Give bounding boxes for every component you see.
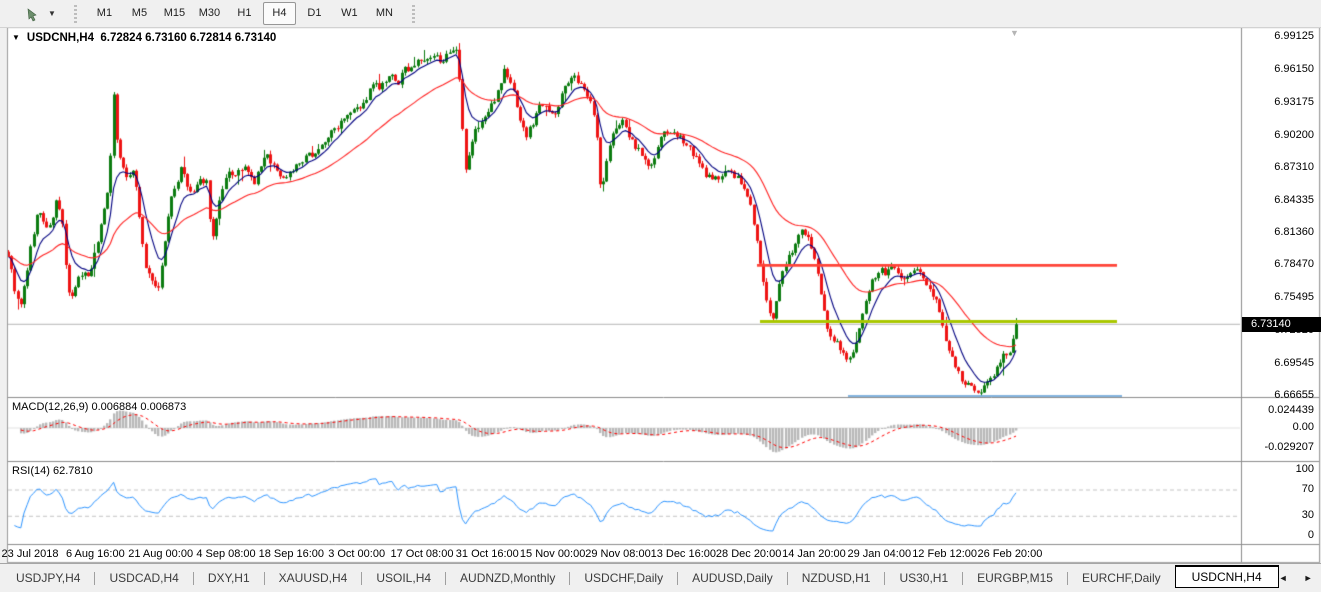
chart-shift-marker-icon[interactable]: ▼	[1010, 28, 1019, 38]
tab-nzdusd-h1[interactable]: NZDUSD,H1	[801, 571, 871, 585]
timeframe-button-mn[interactable]: MN	[375, 7, 393, 19]
price-axis-label: 6.78470	[1274, 258, 1314, 271]
chart-tool-icon[interactable]	[26, 6, 42, 22]
timeframe-button-h1[interactable]: H1	[237, 7, 252, 19]
chart-symbol-period: USDCNH,H4	[26, 32, 95, 44]
timeframe-button-w1[interactable]: W1	[341, 7, 358, 19]
tab-usdcnh-h4[interactable]: USDCNH,H4	[1174, 565, 1279, 588]
indicator-dropdown-icon[interactable]: ▼	[12, 33, 20, 42]
time-axis-label: 6 Aug 16:00	[65, 548, 125, 560]
time-axis-label: 29 Jan 04:00	[847, 548, 912, 560]
time-axis-label: 15 Nov 00:00	[519, 548, 586, 560]
tab-eurgbp-m15[interactable]: EURGBP,M15	[977, 571, 1053, 585]
timeframe-button-h4[interactable]: H4	[262, 2, 296, 25]
rsi-scale-label: 30	[1301, 509, 1314, 522]
timeframe-button-m5[interactable]: M5	[131, 7, 148, 19]
price-axis-label: 6.84335	[1274, 193, 1314, 206]
tab-separator	[263, 571, 265, 585]
tab-separator	[94, 571, 96, 585]
price-axis-label: 6.81360	[1274, 226, 1314, 239]
time-axis-label: 29 Nov 08:00	[585, 548, 651, 560]
toolbar-grip[interactable]	[73, 4, 77, 23]
symbol-tab-bar: USDJPY,H4 USDCAD,H4 DXY,H1 XAUUSD,H4 USOIL,H…	[0, 563, 1321, 592]
tab-us30-h1[interactable]: US30,H1	[899, 571, 949, 585]
time-axis-label: 28 Dec 20:00	[715, 548, 782, 560]
tab-dxy-h1[interactable]: DXY,H1	[207, 571, 250, 585]
price-axis-label: 6.99125	[1274, 30, 1314, 42]
price-axis-label: 6.87310	[1274, 160, 1314, 173]
tab-separator	[445, 571, 447, 585]
timeframe-button-m1[interactable]: M1	[96, 7, 113, 19]
time-axis-label: 17 Oct 08:00	[390, 548, 454, 560]
time-axis-label: 18 Sep 16:00	[258, 548, 325, 560]
tab-usdjpy-h4[interactable]: USDJPY,H4	[16, 571, 81, 585]
toolbar-grip-2[interactable]	[411, 4, 415, 23]
rsi-scale-label: 100	[1295, 463, 1314, 476]
time-axis-label: 23 Jul 2018	[1, 548, 59, 560]
time-axis-label: 26 Feb 20:00	[977, 548, 1043, 560]
time-axis-label: 14 Jan 20:00	[782, 548, 846, 560]
symbol-tabs: USDJPY,H4 USDCAD,H4 DXY,H1 XAUUSD,H4 USOIL,H…	[2, 565, 1279, 589]
tab-separator	[1066, 571, 1068, 585]
tab-audnzd-monthly[interactable]: AUDNZD,Monthly	[460, 571, 556, 585]
macd-scale-label: 0.00	[1292, 421, 1314, 433]
tab-separator	[361, 571, 363, 585]
timeframe-buttons: M1 M5 M15 M30 H1 H4 D1 W1 MN	[87, 2, 402, 25]
tab-scroll-arrows: ◄ ►	[1279, 573, 1321, 583]
price-axis-label: 6.75495	[1274, 291, 1314, 304]
macd-indicator-label: MACD(12,26,9) 0.006884 0.006873	[12, 401, 187, 413]
tab-separator	[677, 571, 679, 585]
price-axis-label: 6.66655	[1274, 388, 1314, 401]
tab-separator	[786, 571, 788, 585]
time-axis-label: 12 Feb 12:00	[912, 548, 978, 560]
rsi-scale-label: 0	[1307, 529, 1314, 541]
timeframe-button-m15[interactable]: M15	[163, 7, 186, 19]
time-axis-label: 13 Dec 16:00	[650, 548, 717, 560]
tab-scroll-right-icon[interactable]: ►	[1303, 573, 1313, 583]
chart-title: ▼ USDCNH,H4 6.72824 6.73160 6.72814 6.731…	[12, 32, 276, 44]
time-axis-label: 31 Oct 16:00	[455, 548, 519, 560]
tab-usoil-h4[interactable]: USOIL,H4	[376, 571, 432, 585]
price-axis-label: 6.90200	[1274, 128, 1314, 141]
tab-separator	[569, 571, 571, 585]
time-axis-label: 4 Sep 08:00	[196, 548, 256, 560]
tab-scroll-left-icon[interactable]: ◄	[1278, 573, 1288, 583]
macd-scale-label: 0.024439	[1268, 404, 1314, 417]
chart-ohlc-values: 6.72824 6.73160 6.72814 6.73140	[100, 32, 277, 44]
tab-eurchf-daily[interactable]: EURCHF,Daily	[1081, 571, 1161, 585]
timeframe-button-m30[interactable]: M30	[198, 7, 221, 19]
tab-audusd-daily[interactable]: AUDUSD,Daily	[692, 571, 773, 585]
tab-separator	[884, 571, 886, 585]
price-axis-label: 6.69545	[1274, 357, 1314, 370]
macd-scale-label: -0.029207	[1264, 441, 1314, 454]
price-axis-label: 6.93175	[1274, 95, 1314, 108]
current-price-tag: 6.73140	[1242, 316, 1321, 332]
time-axis-label: 3 Oct 00:00	[328, 548, 386, 560]
tab-usdchf-daily[interactable]: USDCHF,Daily	[584, 571, 664, 585]
rsi-scale-label: 70	[1301, 483, 1314, 495]
timeframe-button-d1[interactable]: D1	[307, 7, 322, 19]
time-axis-label: 21 Aug 00:00	[128, 548, 194, 560]
rsi-indicator-label: RSI(14) 62.7810	[12, 465, 93, 477]
tab-xauusd-h4[interactable]: XAUUSD,H4	[278, 571, 348, 585]
tool-dropdown-caret-icon[interactable]: ▼	[48, 9, 56, 18]
price-axis-label: 6.96150	[1274, 62, 1314, 75]
timeframe-toolbar: ▼ M1 M5 M15 M30 H1 H4 D1 W1 MN	[0, 0, 1321, 28]
tab-usdcad-h4[interactable]: USDCAD,H4	[109, 571, 179, 585]
tab-separator	[192, 571, 194, 585]
tab-separator	[962, 571, 964, 585]
